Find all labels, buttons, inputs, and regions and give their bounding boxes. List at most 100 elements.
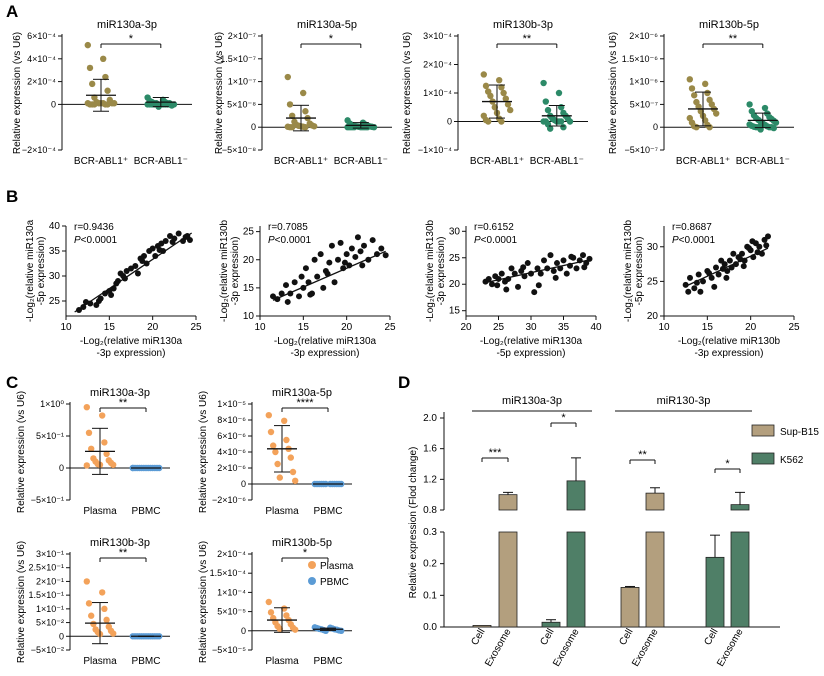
data-point bbox=[498, 270, 505, 277]
data-point bbox=[745, 245, 752, 252]
x-tick-label: 25 bbox=[788, 322, 800, 333]
data-point bbox=[520, 264, 527, 271]
p-threshold: <0.0001 bbox=[81, 235, 118, 246]
data-point bbox=[700, 278, 706, 285]
data-point bbox=[338, 627, 345, 634]
y-tick-label: 2×10⁻⁶ bbox=[217, 463, 246, 473]
p-threshold: <0.0001 bbox=[275, 235, 312, 246]
x-axis-label: -Log₂(relative miR130a bbox=[480, 336, 583, 347]
data-point bbox=[272, 448, 279, 456]
data-point bbox=[270, 293, 276, 300]
y-tick-label: −2×10⁻⁴ bbox=[22, 145, 56, 155]
data-point bbox=[702, 80, 709, 88]
x-tick-label: 35 bbox=[558, 322, 570, 333]
data-point bbox=[89, 80, 96, 88]
x-category-label: Plasma bbox=[83, 656, 117, 667]
data-point bbox=[682, 281, 689, 288]
data-point bbox=[706, 124, 713, 131]
data-point bbox=[284, 298, 291, 305]
data-point bbox=[84, 41, 92, 49]
data-point bbox=[686, 76, 693, 83]
y-axis-label: Relative expression (vs U6) bbox=[198, 391, 209, 513]
legend-label: K562 bbox=[780, 455, 804, 466]
data-point bbox=[482, 82, 490, 90]
legend-marker bbox=[308, 577, 316, 585]
data-point bbox=[558, 104, 565, 111]
data-point bbox=[83, 462, 91, 469]
bar bbox=[472, 625, 492, 628]
x-category-label: BCR-ABL1⁺ bbox=[470, 156, 524, 167]
dotplot-c3: −5×10⁻² 0 5×10⁻² 1×10⁻¹ 1.5×10⁻¹ 2×10⁻¹ 2.5×10… bbox=[16, 537, 170, 667]
legend-swatch bbox=[751, 424, 775, 437]
y-axis-label: Relative expression (vs U6) bbox=[402, 32, 413, 154]
chart-title: miR130a-3p bbox=[90, 387, 150, 399]
chart-title: miR130b-3p bbox=[493, 19, 553, 31]
y-tick-label: 0.8 bbox=[423, 505, 437, 516]
data-point bbox=[83, 578, 91, 585]
data-point bbox=[357, 248, 364, 255]
p-threshold: <0.0001 bbox=[679, 235, 716, 246]
data-point bbox=[761, 104, 769, 112]
chart-title: miR130b-3p bbox=[90, 537, 150, 549]
x-category-label: BCR-ABL1⁻ bbox=[530, 156, 584, 167]
y-tick-label: 0 bbox=[447, 117, 452, 127]
data-point bbox=[85, 429, 93, 436]
data-point bbox=[498, 84, 505, 91]
x-tick-label: 20 bbox=[147, 322, 159, 333]
data-point bbox=[560, 124, 567, 131]
y-tick-label: 0 bbox=[59, 631, 64, 641]
y-tick-label: 5×10⁻⁵ bbox=[217, 607, 246, 617]
y-tick-label: 25 bbox=[449, 253, 461, 264]
y-tick-label: 15 bbox=[243, 283, 255, 294]
data-point bbox=[311, 256, 318, 263]
y-tick-label: 3×10⁻⁴ bbox=[423, 31, 452, 41]
data-point bbox=[95, 298, 102, 304]
significance-label: ** bbox=[523, 33, 532, 45]
y-tick-label: 20 bbox=[449, 279, 461, 290]
data-point bbox=[291, 279, 298, 286]
data-point bbox=[511, 270, 518, 277]
data-point bbox=[504, 101, 512, 108]
data-point bbox=[695, 271, 702, 278]
y-tick-label: 5×10⁻¹ bbox=[36, 431, 64, 441]
data-point bbox=[361, 242, 367, 249]
y-tick-label: 0 bbox=[59, 463, 64, 473]
correlation-b2: 10 15 20 25 10 15 20 25 r=0.7085 P<0.0001 -Log₂(re… bbox=[219, 219, 396, 359]
data-point bbox=[265, 412, 272, 419]
data-point bbox=[110, 630, 117, 637]
data-point bbox=[560, 257, 567, 264]
y-tick-label: −1×10⁻⁴ bbox=[418, 145, 452, 155]
y-tick-label: 30 bbox=[449, 226, 461, 237]
data-point bbox=[704, 89, 711, 97]
dotplot-a3: −1×10⁻⁴ 0 1×10⁻⁴ 2×10⁻⁴ 3×10⁻⁴ miR130b-3p Rela… bbox=[402, 19, 588, 167]
y-tick-label: −2×10⁻⁶ bbox=[212, 495, 246, 505]
data-point bbox=[352, 253, 359, 260]
data-point bbox=[281, 417, 288, 424]
bar bbox=[498, 531, 518, 628]
data-point bbox=[711, 283, 718, 290]
data-point bbox=[110, 461, 117, 468]
data-point bbox=[296, 293, 302, 300]
y-tick-label: 15 bbox=[449, 306, 461, 317]
y-axis-label: Relative expression (vs U6) bbox=[16, 391, 27, 513]
y-tick-label: 2×10⁻¹ bbox=[36, 576, 64, 586]
data-point bbox=[90, 620, 97, 628]
significance-label: ** bbox=[119, 397, 128, 409]
data-point bbox=[335, 256, 341, 263]
regression-line bbox=[485, 259, 590, 284]
data-point bbox=[283, 282, 289, 289]
data-point bbox=[311, 123, 318, 130]
legend-label: Plasma bbox=[320, 561, 354, 572]
y-tick-label: 20 bbox=[647, 311, 659, 322]
data-point bbox=[337, 239, 344, 246]
data-point bbox=[354, 234, 361, 241]
group-title: miR130a-3p bbox=[502, 395, 562, 407]
data-point bbox=[103, 616, 110, 624]
chart-title: miR130a-3p bbox=[97, 19, 157, 31]
y-axis-label: Relative expression (Flod change) bbox=[408, 447, 419, 599]
data-point bbox=[772, 119, 780, 126]
data-point bbox=[111, 100, 118, 107]
data-point bbox=[540, 79, 547, 87]
y-tick-label: 1.6 bbox=[423, 444, 437, 455]
